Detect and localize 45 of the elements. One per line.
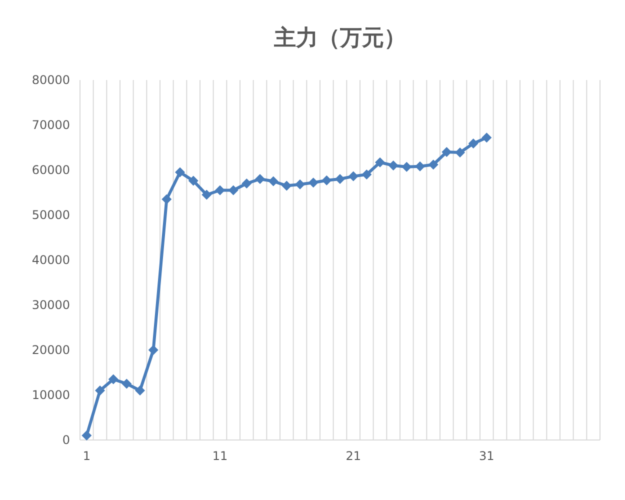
point (348, 171, 358, 182)
point (148, 345, 158, 355)
point (442, 147, 452, 157)
y-tick-label: 0 (62, 433, 70, 447)
point (308, 178, 318, 188)
y-tick-label: 60000 (32, 163, 70, 177)
y-tick-label: 70000 (32, 118, 70, 132)
point (135, 386, 145, 396)
point (428, 160, 438, 170)
y-tick-label: 30000 (32, 298, 70, 312)
x-tick-label: 11 (212, 449, 228, 463)
x-tick-label: 31 (479, 449, 494, 463)
point (268, 176, 278, 186)
point (322, 175, 332, 186)
y-tick-label: 50000 (32, 208, 70, 222)
point (242, 178, 252, 188)
point (228, 185, 238, 196)
point (362, 170, 372, 180)
title: 主力（万元） (274, 26, 406, 51)
point (415, 161, 425, 172)
point (175, 167, 185, 178)
point (335, 174, 345, 184)
point (188, 176, 198, 186)
point (108, 374, 118, 384)
point (402, 162, 412, 172)
point (455, 147, 465, 158)
point (388, 160, 398, 170)
y-tick-label: 80000 (32, 73, 70, 87)
point (122, 378, 132, 389)
point (375, 157, 385, 168)
y-tick-label: 20000 (32, 343, 70, 357)
y-tick-label: 40000 (32, 253, 70, 267)
point (215, 185, 225, 196)
point (295, 179, 305, 190)
x-tick-label: 1 (82, 449, 90, 463)
point (162, 194, 172, 204)
point (468, 138, 478, 148)
point (282, 180, 292, 191)
point (202, 190, 212, 200)
point (255, 174, 265, 184)
point (82, 430, 92, 440)
x-tick-label: 21 (346, 449, 361, 463)
y-tick-label: 10000 (32, 388, 70, 402)
point (482, 132, 492, 143)
point (95, 386, 105, 396)
